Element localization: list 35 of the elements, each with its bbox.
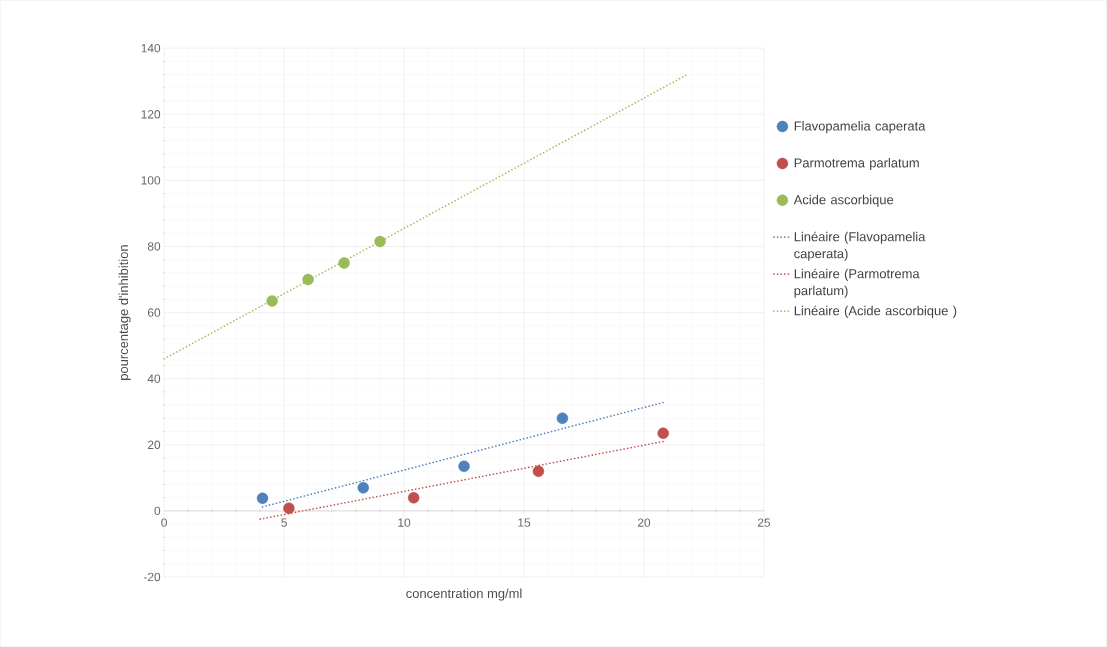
point (256, 492, 269, 504)
point (657, 427, 669, 439)
legend-label: Acide ascorbique (793, 194, 894, 207)
x-axis-title: concentration mg/ml (406, 588, 522, 601)
y-tick-label: 140 (141, 43, 161, 53)
point (532, 465, 545, 477)
point (283, 502, 295, 514)
y-tick-label: 120 (141, 109, 161, 119)
y-tick-label: 20 (147, 440, 161, 449)
y-tick-label: 40 (147, 374, 161, 383)
point (407, 491, 420, 504)
legend-label: Linéaire (Flavopamelia caperata) (794, 231, 926, 261)
x-tick-label: 15 (518, 518, 531, 527)
y-tick-label: 100 (141, 176, 161, 185)
y-tick-label: 60 (147, 308, 161, 317)
x-tick-label: 0 (161, 518, 168, 527)
point (556, 412, 569, 424)
y-axis-title: pourcentage d'inhibition (118, 245, 131, 380)
point (302, 273, 314, 286)
legend-label: Flavopamelia caperata (794, 121, 926, 134)
y-tick-label: 0 (154, 506, 161, 516)
point (357, 481, 369, 494)
x-tick-label: 5 (281, 518, 287, 527)
legend-label: Linéaire (Acide ascorbique ) (794, 305, 957, 318)
point (458, 460, 470, 472)
x-tick-label: 10 (398, 518, 411, 527)
y-tick-label: 80 (147, 242, 161, 251)
legend-label: Parmotrema parlatum (794, 157, 919, 170)
point (374, 235, 386, 248)
x-tick-label: 25 (757, 518, 771, 527)
point (338, 257, 350, 269)
point (266, 295, 278, 307)
x-tick-label: 20 (637, 518, 651, 527)
legend-label: Linéaire (Parmotrema parlatum) (794, 268, 920, 298)
y-tick-label: -20 (143, 572, 161, 582)
